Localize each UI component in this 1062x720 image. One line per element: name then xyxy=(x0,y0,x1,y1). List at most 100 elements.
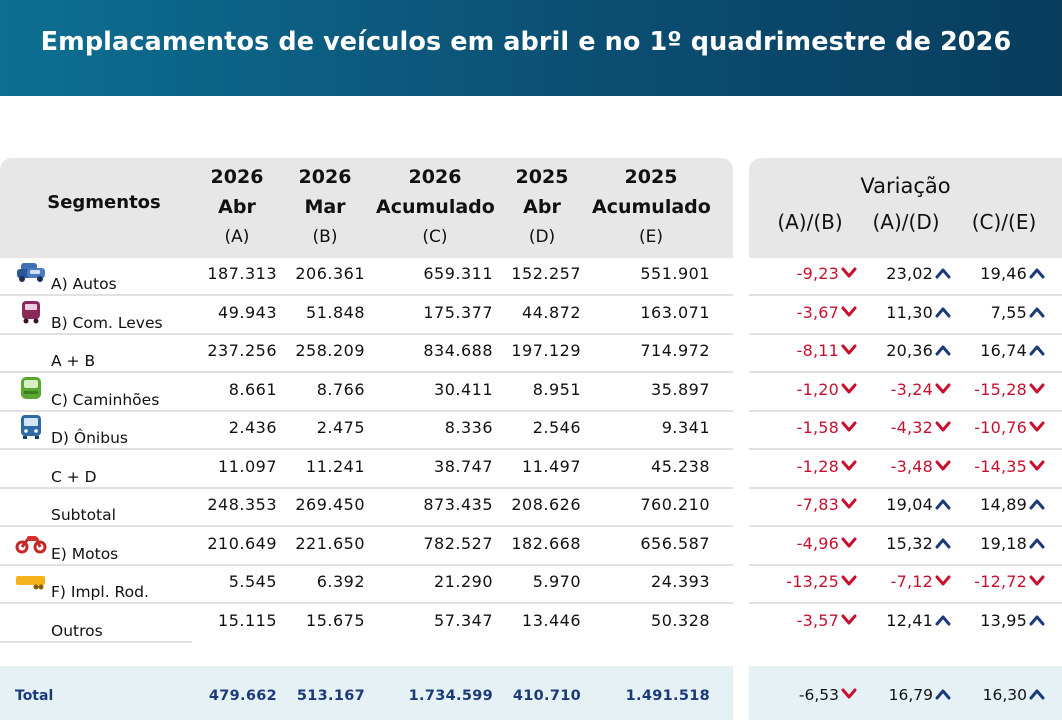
row-divider xyxy=(749,332,1062,335)
cell-value: 11.097 xyxy=(218,456,277,476)
cell-value: 44.872 xyxy=(522,302,581,322)
variation-row: -7,83 19,04 14,89 xyxy=(749,489,1062,527)
variation-value: -3,24 xyxy=(853,380,951,399)
total-label: Total xyxy=(15,688,54,704)
cell-value: 5.545 xyxy=(228,572,277,591)
row-divider xyxy=(0,332,733,335)
total-value: 513.167 xyxy=(296,688,365,704)
variation-value: -12,72 xyxy=(949,572,1045,591)
segment-label: A + B xyxy=(51,352,96,370)
variation-value: 7,55 xyxy=(949,303,1045,322)
variation-value: -13,25 xyxy=(757,572,857,591)
variation-value: 12,41 xyxy=(853,611,951,630)
variation-row: -1,20 -3,24 -15,28 xyxy=(749,374,1062,412)
cell-value: 206.361 xyxy=(295,264,365,283)
cell-value: 714.972 xyxy=(640,341,710,360)
arrow-up-icon xyxy=(935,689,951,700)
variation-row: -3,57 12,41 13,95 xyxy=(749,605,1062,643)
var-col-header-ab: (A)/(B) xyxy=(777,210,843,234)
cell-value: 656.587 xyxy=(640,533,710,553)
variation-value: 19,18 xyxy=(949,534,1045,553)
cell-value: 187.313 xyxy=(207,264,277,283)
arrow-up-icon xyxy=(935,615,951,625)
row-divider xyxy=(749,294,1062,296)
total-value: 479.662 xyxy=(208,688,277,704)
cell-value: 45.238 xyxy=(651,456,710,476)
row-divider xyxy=(0,640,192,643)
cell-value: 8.661 xyxy=(228,379,277,399)
table-header xyxy=(0,158,733,258)
total-variation-value: 16,79 xyxy=(853,686,951,704)
arrow-up-icon xyxy=(1029,307,1045,317)
table-row: C) Caminhões 8.661 8.766 30.411 8.951 35.897 xyxy=(0,374,733,412)
arrow-up-icon xyxy=(935,538,951,548)
cell-value: 834.688 xyxy=(423,341,493,360)
cell-value: 182.668 xyxy=(511,533,581,553)
arrow-down-icon xyxy=(841,537,857,547)
variation-row: -3,67 11,30 7,55 xyxy=(749,297,1062,335)
variation-value: -1,28 xyxy=(757,457,857,476)
segment-label: F) Impl. Rod. xyxy=(51,583,149,601)
arrow-down-icon xyxy=(841,421,857,432)
cell-value: 50.328 xyxy=(651,610,710,630)
arrow-down-icon xyxy=(935,575,951,586)
arrow-up-icon xyxy=(1029,268,1045,279)
col-header-a: 2026 Abr (A) xyxy=(210,166,264,247)
cell-value: 269.450 xyxy=(295,495,365,514)
segment-label: B) Com. Leves xyxy=(51,313,163,332)
row-divider xyxy=(0,525,733,527)
cell-value: 13.446 xyxy=(522,610,581,630)
arrow-up-icon xyxy=(1029,345,1045,356)
cell-value: 30.411 xyxy=(434,379,493,399)
cell-value: 210.649 xyxy=(207,533,277,553)
table-row: A + B 237.256 258.209 834.688 197.129 714.972 xyxy=(0,335,733,373)
arrow-down-icon xyxy=(841,383,857,393)
variation-value: -4,96 xyxy=(757,534,857,553)
arrow-down-icon xyxy=(841,306,857,316)
cell-value: 237.256 xyxy=(207,341,277,360)
cell-value: 11.497 xyxy=(522,456,581,476)
table-row: A) Autos 187.313 206.361 659.311 152.257 551.… xyxy=(0,258,733,296)
arrow-down-icon xyxy=(841,498,857,509)
variation-value: -8,11 xyxy=(757,341,857,360)
arrow-down-icon xyxy=(935,383,951,393)
arrow-down-icon xyxy=(1029,421,1045,432)
cell-value: 2.436 xyxy=(228,418,277,437)
segment-label: Outros xyxy=(51,621,103,640)
segment-label: C) Caminhões xyxy=(51,390,160,409)
segment-label: D) Ônibus xyxy=(51,429,128,447)
arrow-up-icon xyxy=(935,307,951,317)
row-divider xyxy=(0,294,733,296)
variation-value: -7,12 xyxy=(853,572,951,591)
cell-value: 5.970 xyxy=(532,572,581,591)
var-col-header-ad: (A)/(D) xyxy=(872,210,940,234)
row-divider xyxy=(0,409,733,412)
variation-value: -9,23 xyxy=(757,264,857,283)
cell-value: 8.951 xyxy=(532,379,581,399)
variation-value: -7,83 xyxy=(757,495,857,514)
cell-value: 659.311 xyxy=(423,264,493,283)
title-banner: Emplacamentos de veículos em abril e no … xyxy=(0,0,1062,96)
variation-table: Variação (A)/(B) (A)/(D) (C)/(E) -9,23 23… xyxy=(749,158,1062,720)
segment-label: A) Autos xyxy=(51,275,117,293)
var-col-header-ce: (C)/(E) xyxy=(971,210,1037,234)
variation-header xyxy=(749,158,1062,258)
arrow-down-icon xyxy=(935,460,951,470)
variation-value: 19,46 xyxy=(949,264,1045,283)
cell-value: 208.626 xyxy=(511,495,581,514)
arrow-up-icon xyxy=(935,499,951,510)
table-row: E) Motos 210.649 221.650 782.527 182.668 656.… xyxy=(0,528,733,566)
arrow-down-icon xyxy=(841,614,857,624)
arrow-down-icon xyxy=(1029,575,1045,586)
cell-value: 175.377 xyxy=(423,302,493,322)
cell-value: 15.115 xyxy=(218,610,277,630)
arrow-down-icon xyxy=(841,575,857,586)
row-divider xyxy=(749,602,1062,604)
variation-value: 13,95 xyxy=(949,611,1045,630)
variation-value: 11,30 xyxy=(853,303,951,322)
arrow-down-icon xyxy=(841,267,857,278)
cell-value: 197.129 xyxy=(511,341,581,360)
segment-label: C + D xyxy=(51,467,97,486)
total-value: 1.491.518 xyxy=(625,688,710,704)
table-row: C + D 11.097 11.241 38.747 11.497 45.238 xyxy=(0,451,733,489)
